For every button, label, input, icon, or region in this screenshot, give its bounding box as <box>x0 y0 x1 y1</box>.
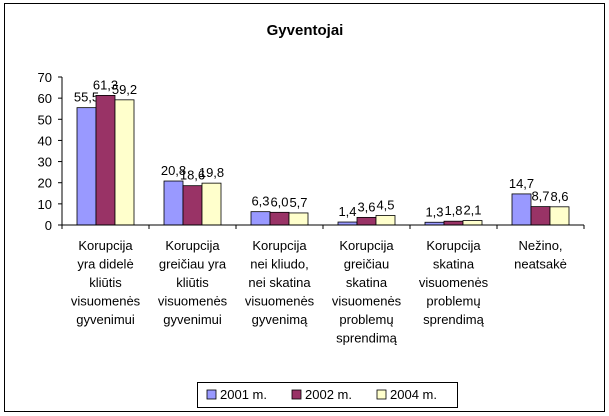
x-tick-label: gyvenimui <box>76 312 135 327</box>
bar <box>250 211 271 226</box>
bar <box>443 220 464 226</box>
y-tick-label: 50 <box>38 112 52 127</box>
value-label: 5,7 <box>289 195 307 210</box>
y-tick-label: 0 <box>45 218 52 233</box>
x-tick-label: visuomenės <box>158 294 228 309</box>
value-label: 1,4 <box>338 204 356 219</box>
bar <box>375 215 396 226</box>
y-tick-label: 10 <box>38 197 52 212</box>
x-tick-label: problemų <box>339 312 393 327</box>
legend-swatch <box>376 389 387 400</box>
value-label: 14,7 <box>509 176 534 191</box>
bar <box>95 94 116 226</box>
x-tick-label: skatina <box>346 275 388 290</box>
bar <box>462 220 483 226</box>
y-tick-label: 60 <box>38 91 52 106</box>
x-tick-label: visuomenės <box>245 294 315 309</box>
bar <box>76 107 97 226</box>
legend-label: 2004 m. <box>390 387 437 402</box>
value-label: 8,6 <box>550 189 568 204</box>
x-tick-label: Korupcija <box>426 238 481 253</box>
x-tick-label: Korupcija <box>165 238 220 253</box>
value-label: 59,2 <box>112 82 137 97</box>
chart-title: Gyventojai <box>267 22 344 39</box>
x-tick-label: gyvenimui <box>163 312 222 327</box>
bar <box>163 180 184 226</box>
value-label: 6,3 <box>251 194 269 209</box>
x-tick-label: sprendimą <box>336 331 397 346</box>
bar <box>288 212 309 226</box>
x-tick-label: neatsakė <box>514 257 567 272</box>
y-tick-label: 40 <box>38 133 52 148</box>
x-tick-label: nei skatina <box>248 275 311 290</box>
bar <box>114 99 135 226</box>
value-label: 19,8 <box>199 165 224 180</box>
bar <box>530 206 551 226</box>
value-label: 55,5 <box>74 90 99 105</box>
legend-swatch <box>291 389 302 400</box>
value-label: 2,1 <box>463 203 481 218</box>
x-tick-label: kliūtis <box>89 275 122 290</box>
x-tick-label: sprendimą <box>423 312 484 327</box>
legend-label: 2001 m. <box>220 387 267 402</box>
value-label: 6,0 <box>270 194 288 209</box>
x-tick-label: greičiau <box>344 257 390 272</box>
value-label: 8,7 <box>531 189 549 204</box>
x-tick-label: visuomenės <box>71 294 141 309</box>
bar <box>549 206 570 226</box>
value-label: 1,3 <box>425 204 443 219</box>
y-tick-label: 70 <box>38 70 52 85</box>
x-tick-label: Korupcija <box>252 238 307 253</box>
legend-box <box>197 382 458 408</box>
legend-label: 2002 m. <box>305 387 352 402</box>
legend-swatch <box>206 389 217 400</box>
x-tick-label: skatina <box>433 257 475 272</box>
bar <box>269 211 290 226</box>
x-tick-label: gyvenimą <box>252 312 308 327</box>
y-tick-label: 20 <box>38 176 52 191</box>
x-tick-label: yra didelė <box>77 257 133 272</box>
x-tick-label: nei kliudo, <box>250 257 309 272</box>
value-label: 4,5 <box>376 197 394 212</box>
x-tick-label: Korupcija <box>78 238 133 253</box>
value-label: 18,6 <box>180 168 205 183</box>
bar <box>182 185 203 226</box>
x-tick-label: visuomenės <box>419 275 489 290</box>
x-tick-label: kliūtis <box>176 275 209 290</box>
bar <box>356 216 377 226</box>
x-tick-label: Korupcija <box>339 238 394 253</box>
bar <box>511 193 532 226</box>
bar <box>201 182 222 226</box>
y-tick-label: 30 <box>38 155 52 170</box>
value-label: 61,3 <box>93 77 118 92</box>
x-tick-label: greičiau yra <box>159 257 227 272</box>
value-label: 1,8 <box>444 203 462 218</box>
x-tick-label: visuomenės <box>332 294 402 309</box>
value-label: 20,8 <box>161 163 186 178</box>
value-label: 3,6 <box>357 199 375 214</box>
x-tick-label: problemų <box>426 294 480 309</box>
x-tick-label: Nežino, <box>518 238 562 253</box>
